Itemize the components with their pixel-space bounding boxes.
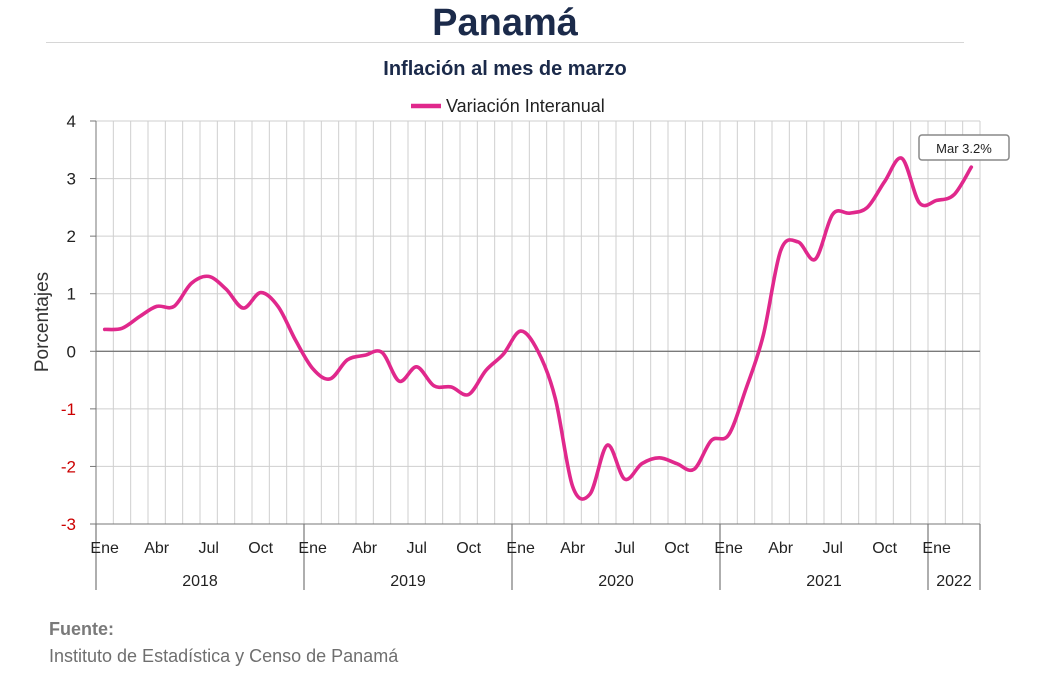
x-tick-label: Oct bbox=[456, 540, 481, 557]
legend: Variación Interanual bbox=[411, 96, 605, 116]
source-label: Fuente: bbox=[49, 619, 114, 639]
x-tick-label: Oct bbox=[248, 540, 273, 557]
x-tick-label: Jul bbox=[822, 540, 842, 557]
y-tick-labels: 4 3 2 1 0 -1 -2 -3 bbox=[61, 112, 76, 534]
chart-subtitle: Inflación al mes de marzo bbox=[383, 58, 627, 80]
year-label: 2020 bbox=[598, 573, 634, 590]
y-tick-label: 0 bbox=[67, 342, 76, 361]
page-title: Panamá bbox=[432, 2, 578, 44]
legend-label: Variación Interanual bbox=[446, 96, 605, 116]
year-label: 2022 bbox=[936, 573, 972, 590]
y-tick-label: -1 bbox=[61, 400, 76, 419]
x-tick-label: Jul bbox=[406, 540, 426, 557]
x-tick-labels: Ene Abr Jul Oct Ene Abr Jul Oct Ene Abr Jul Oct Ene A… bbox=[90, 540, 971, 590]
x-tick-label: Ene bbox=[506, 540, 535, 557]
x-tick-label: Ene bbox=[90, 540, 119, 557]
x-tick-label: Oct bbox=[664, 540, 689, 557]
y-tick-label: -3 bbox=[61, 515, 76, 534]
x-tick-label: Jul bbox=[614, 540, 634, 557]
x-tick-label: Abr bbox=[560, 540, 586, 557]
series-line-variacion-interanual bbox=[102, 156, 974, 501]
y-tick-label: 4 bbox=[67, 112, 76, 131]
y-tick-label: 1 bbox=[67, 285, 76, 304]
y-tick-label: -2 bbox=[61, 457, 76, 476]
year-label: 2019 bbox=[390, 573, 426, 590]
annotation-box bbox=[918, 134, 1010, 161]
year-label: 2018 bbox=[182, 573, 218, 590]
y-axis-label: Porcentajes bbox=[32, 272, 53, 372]
source-text: Instituto de Estadística y Censo de Pana… bbox=[49, 646, 399, 666]
x-tick-label: Abr bbox=[352, 540, 378, 557]
x-tick-label: Ene bbox=[922, 540, 951, 557]
x-tick-label: Ene bbox=[714, 540, 743, 557]
x-tick-label: Ene bbox=[298, 540, 327, 557]
x-tick-label: Abr bbox=[768, 540, 794, 557]
x-tick-label: Jul bbox=[198, 540, 218, 557]
annotation: Mar 3.2% bbox=[918, 134, 1010, 161]
y-tick-label: 3 bbox=[67, 170, 76, 189]
title-divider bbox=[46, 42, 964, 43]
axes bbox=[90, 120, 981, 590]
y-tick-label: 2 bbox=[67, 227, 76, 246]
grid-lines bbox=[96, 120, 981, 525]
x-tick-label: Abr bbox=[144, 540, 170, 557]
x-tick-label: Oct bbox=[872, 540, 897, 557]
series-lines bbox=[102, 156, 974, 501]
annotation-label: Mar 3.2% bbox=[936, 141, 992, 156]
year-label: 2021 bbox=[806, 573, 842, 590]
